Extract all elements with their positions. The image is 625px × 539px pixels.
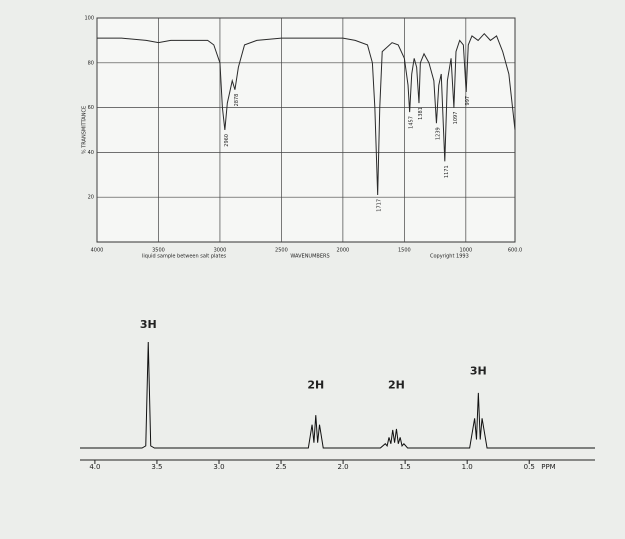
x-tick-label: 600.0: [508, 248, 522, 254]
x-tick-label: 4.0: [89, 463, 100, 471]
ir-frame: [96, 17, 516, 243]
peak-label: 1457: [409, 116, 415, 129]
x-tick-label: 1.5: [400, 463, 411, 471]
peak-label: 1239: [435, 127, 441, 140]
integration-label: 3H: [140, 318, 157, 331]
peak-label: 997: [465, 96, 471, 106]
peak-label: 1381: [418, 107, 424, 120]
x-tick-label: 1.0: [462, 463, 473, 471]
x-tick-label: 3000: [214, 248, 227, 254]
x-tick-label: 2000: [337, 248, 350, 254]
integration-label: 2H: [307, 378, 324, 391]
peak-label: 1717: [377, 199, 383, 212]
copyright: Copyright 1993: [430, 254, 469, 260]
x-tick-label: 1000: [459, 248, 472, 254]
x-tick-label: 2.0: [338, 463, 349, 471]
y-axis-label: % TRANSMITTANCE: [82, 106, 88, 154]
peak-label: 2878: [234, 94, 240, 107]
x-tick-label: 3.0: [213, 463, 224, 471]
x-axis-label: PPM: [541, 463, 555, 471]
integration-label: 3H: [470, 365, 487, 378]
x-tick-label: 1500: [398, 248, 411, 254]
y-tick-label: 20: [88, 195, 94, 201]
peak-label: 1097: [453, 112, 459, 125]
spectrum-line: [97, 32, 516, 195]
y-tick-label: 100: [84, 16, 94, 22]
y-tick-label: 80: [88, 60, 94, 66]
y-tick-label: 40: [88, 150, 94, 156]
note: liquid sample between salt plates: [142, 254, 227, 260]
x-tick-label: 3.5: [151, 463, 162, 471]
x-axis-label: WAVENUMBERS: [290, 254, 329, 260]
x-tick-label: 4000: [91, 248, 104, 254]
x-tick-label: 3500: [152, 248, 165, 254]
y-tick-label: 60: [88, 105, 94, 111]
x-tick-label: 2500: [275, 248, 288, 254]
x-tick-label: 0.5: [524, 463, 535, 471]
x-tick-label: 2.5: [275, 463, 286, 471]
integration-label: 2H: [388, 378, 405, 391]
peak-label: 1171: [444, 165, 450, 178]
peak-label: 2960: [224, 134, 230, 147]
spectrum-line: [80, 341, 595, 449]
